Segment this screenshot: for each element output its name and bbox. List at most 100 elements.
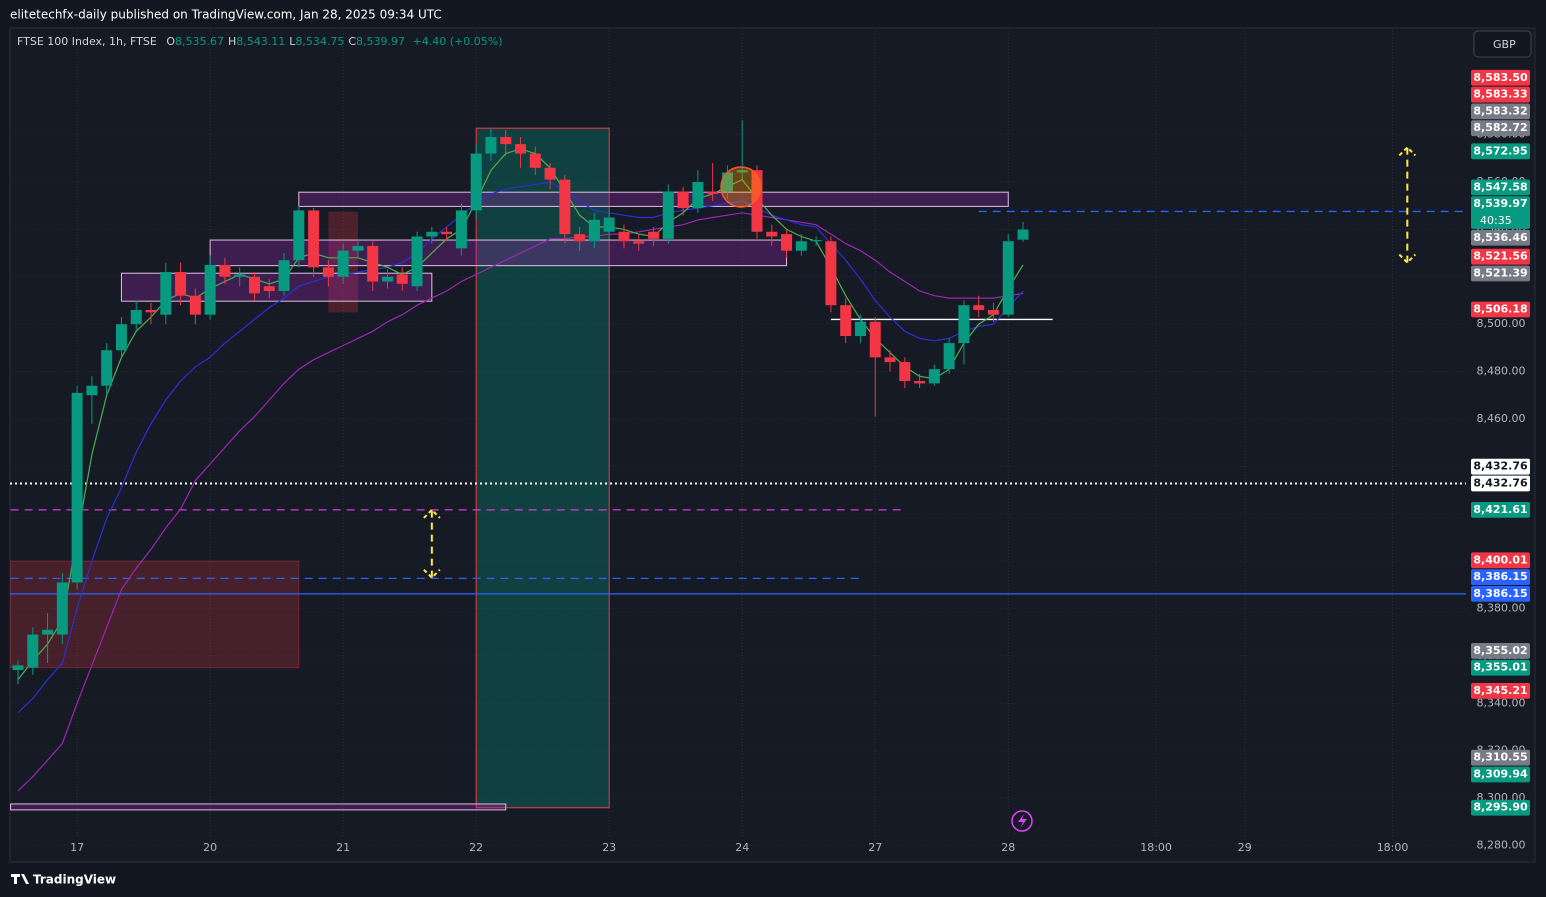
price-label: 8,547.58	[1473, 180, 1527, 193]
price-label-box	[1471, 569, 1530, 586]
price-label-box	[1471, 586, 1530, 602]
plot	[10, 120, 1466, 811]
candle-body	[515, 144, 527, 154]
candle-body	[189, 295, 201, 315]
x-tick-label: 27	[868, 841, 882, 854]
candle-body	[854, 321, 866, 337]
candle-body	[529, 153, 541, 168]
candle-body	[86, 385, 98, 396]
candle-body	[485, 136, 497, 154]
highlight-circle	[720, 166, 762, 208]
x-tick-label: 18:00	[1377, 841, 1409, 854]
ohlc-key: H	[228, 35, 236, 48]
price-label-box	[1471, 143, 1530, 160]
candle-body	[382, 276, 393, 282]
candle-body	[618, 231, 630, 242]
candle-body	[987, 309, 999, 315]
candle-body	[973, 305, 985, 310]
x-tick-label: 24	[735, 841, 749, 854]
candle-body	[12, 665, 24, 671]
price-label-box	[1471, 229, 1530, 246]
candle-body	[751, 170, 763, 232]
price-label: 8,583.50	[1473, 71, 1528, 84]
zone	[209, 239, 788, 267]
zone	[10, 560, 300, 669]
price-label: 8,355.02	[1473, 644, 1527, 657]
currency: GBP	[1493, 38, 1516, 51]
y-tick-label: 8,340.00	[1477, 696, 1526, 709]
price-label-box	[1471, 501, 1530, 518]
candle-body	[795, 241, 807, 251]
published-note: elitetechfx-daily published on TradingVi…	[10, 8, 442, 22]
candle-body	[840, 305, 852, 337]
currency-button[interactable]	[1473, 30, 1532, 58]
candle-body	[721, 172, 733, 192]
candle-body	[943, 343, 955, 370]
zone	[298, 191, 1009, 207]
candle-body	[574, 234, 586, 242]
candle-body	[1002, 241, 1014, 315]
price-label: 8,386.15	[1473, 570, 1527, 583]
x-tick-label: 18:00	[1140, 841, 1172, 854]
zone	[10, 803, 507, 811]
price-label: 8,400.01	[1473, 553, 1527, 566]
price-label-box	[1471, 749, 1530, 766]
candle-body	[914, 381, 926, 384]
price-label-box	[1471, 196, 1530, 229]
candle-body	[130, 309, 142, 325]
candle-body	[367, 245, 379, 282]
ohlc-key: C	[348, 35, 356, 48]
y-tick-label: 8,460.00	[1477, 412, 1526, 425]
price-label-box	[1471, 248, 1530, 265]
price-label: 8,355.01	[1473, 661, 1527, 674]
candle-body	[884, 357, 896, 363]
symbol: FTSE 100 Index, 1h, FTSE	[17, 35, 157, 48]
candle-body	[470, 153, 482, 211]
candle-body	[204, 264, 216, 315]
candle-body	[175, 272, 187, 296]
candle-body	[588, 219, 600, 242]
candle-body	[544, 167, 556, 180]
ohlc-value: 8,539.97	[356, 35, 405, 48]
arrow-head	[423, 508, 441, 519]
alert-icon[interactable]	[1011, 810, 1033, 832]
candle-body	[677, 191, 689, 209]
candle-body	[219, 264, 231, 277]
candle-body	[352, 245, 364, 251]
ohlc-value: 8,535.67	[175, 35, 224, 48]
zone	[475, 127, 610, 809]
price-label: 8,521.39	[1473, 266, 1527, 279]
candle-body	[441, 231, 453, 235]
candle-body	[825, 241, 837, 306]
ohlc-key: L	[289, 35, 296, 48]
candle-body	[160, 272, 172, 315]
candle-body	[234, 274, 246, 277]
price-label: 8,386.15	[1473, 587, 1527, 600]
change: +4.40 (+0.05%)	[413, 35, 503, 48]
arrow-head	[1398, 145, 1417, 157]
price-label-box	[1471, 659, 1530, 676]
candle-body	[396, 274, 408, 284]
price-label-box	[1471, 475, 1530, 492]
arrow-tail	[1398, 253, 1417, 264]
candle-body	[958, 305, 970, 344]
price-label-box	[1471, 301, 1530, 318]
candle-body	[603, 217, 615, 232]
candle-body	[263, 286, 275, 291]
candle-body	[1017, 229, 1029, 240]
x-tick-label: 28	[1001, 841, 1015, 854]
candle-body	[308, 210, 320, 268]
candle-body	[293, 210, 305, 261]
countdown: 40:35	[1480, 214, 1512, 227]
arrow-tail	[423, 568, 441, 580]
candle-body	[248, 276, 260, 294]
price-label-box	[1471, 683, 1530, 699]
price-label: 8,583.33	[1473, 88, 1527, 101]
ohlc-value: 8,543.11	[236, 35, 285, 48]
x-tick-label: 17	[70, 841, 84, 854]
ohlc-value: 8,534.75	[295, 35, 344, 48]
candle-body	[337, 250, 349, 277]
candle-body	[145, 309, 157, 313]
x-tick-label: 29	[1238, 841, 1252, 854]
